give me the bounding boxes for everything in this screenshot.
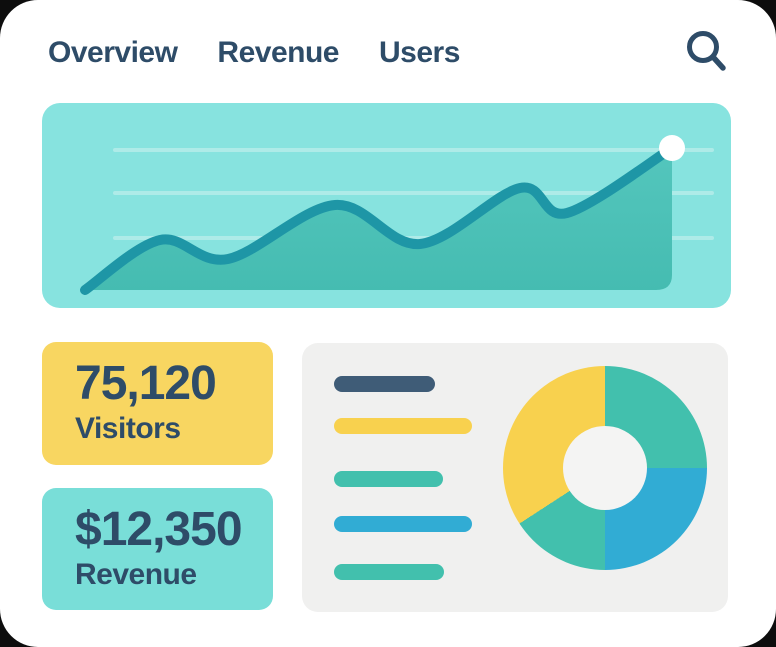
trend-line bbox=[80, 143, 677, 295]
area-fill bbox=[85, 148, 672, 290]
donut-chart bbox=[503, 366, 707, 570]
revenue-value: $12,350 bbox=[75, 503, 243, 556]
legend-bar bbox=[334, 564, 444, 580]
trend-chart-svg bbox=[80, 135, 714, 295]
tab-revenue[interactable]: Revenue bbox=[217, 36, 339, 69]
legend-bars bbox=[334, 376, 484, 580]
tab-users[interactable]: Users bbox=[378, 36, 460, 69]
revenue-label: Revenue bbox=[75, 558, 197, 592]
tab-overview[interactable]: Overview bbox=[48, 36, 178, 69]
legend-bar bbox=[334, 376, 435, 392]
visitors-label: Visitors bbox=[75, 412, 181, 446]
revenue-stat-card: $12,350 Revenue bbox=[42, 488, 273, 610]
search-icon[interactable] bbox=[684, 28, 730, 78]
top-nav: Overview Revenue Users bbox=[0, 0, 776, 78]
endpoint-marker bbox=[659, 135, 685, 161]
visitors-stat-card: 75,120 Visitors bbox=[42, 342, 273, 465]
donut-hole bbox=[563, 426, 647, 510]
legend-bar bbox=[334, 516, 472, 532]
breakdown-card bbox=[302, 343, 728, 612]
nav-tabs: Overview Revenue Users bbox=[48, 35, 460, 71]
legend-bar bbox=[334, 471, 443, 487]
legend-bar bbox=[334, 418, 472, 434]
trend-chart-card bbox=[42, 103, 731, 308]
visitors-value: 75,120 bbox=[75, 357, 217, 410]
